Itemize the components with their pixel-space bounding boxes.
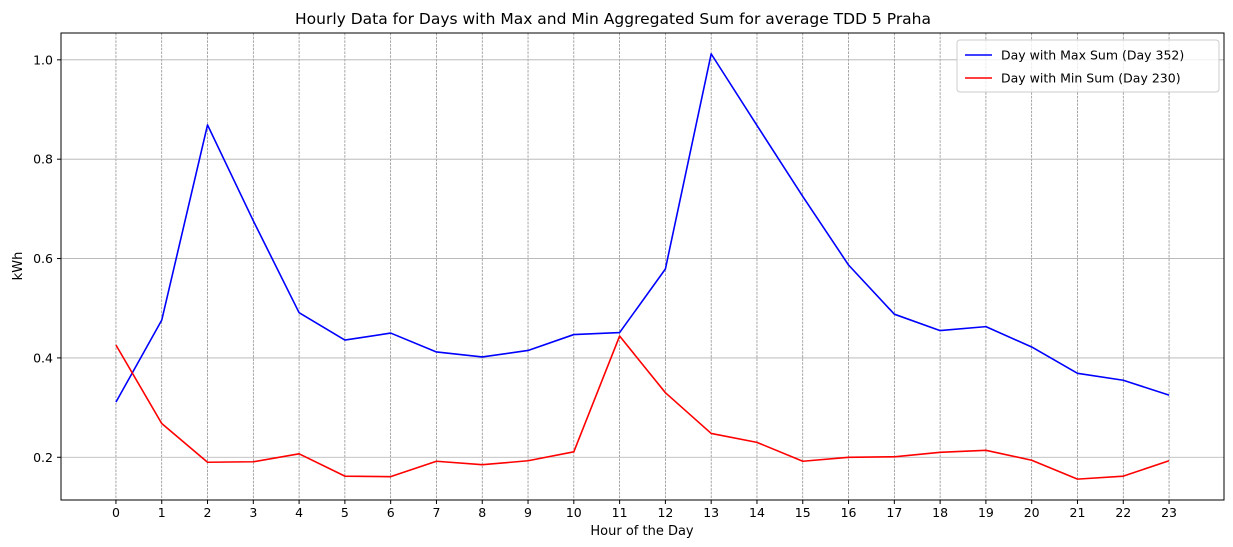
x-tick-label: 3 [249, 505, 257, 520]
grid [61, 33, 1224, 500]
x-tick-label: 12 [657, 505, 673, 520]
x-tick-label: 20 [1024, 505, 1040, 520]
y-tick-label: 1.0 [33, 52, 53, 67]
y-tick-label: 0.2 [33, 450, 53, 465]
x-tick-label: 23 [1161, 505, 1177, 520]
x-tick-label: 8 [478, 505, 486, 520]
series-line-max [115, 53, 1170, 403]
x-tick-label: 5 [341, 505, 349, 520]
y-axis: 0.2 0.4 0.6 0.8 1.0 [33, 52, 61, 465]
y-axis-label: kWh [11, 252, 26, 281]
x-tick-label: 19 [978, 505, 994, 520]
x-tick-label: 0 [112, 505, 120, 520]
x-tick-label: 16 [841, 505, 857, 520]
legend-label-min: Day with Min Sum (Day 230) [1001, 71, 1181, 86]
x-tick-label: 11 [612, 505, 628, 520]
x-axis: 0 1 2 3 4 5 6 7 8 9 10 11 12 13 14 15 16 17 18 19 20 21 22 23 [112, 500, 1177, 520]
legend: Day with Max Sum (Day 352) Day with Min … [956, 39, 1220, 93]
x-tick-label: 22 [1115, 505, 1131, 520]
x-tick-label: 1 [158, 505, 166, 520]
legend-box [956, 39, 1220, 93]
x-tick-label: 10 [566, 505, 582, 520]
y-tick-label: 0.6 [33, 251, 53, 266]
series-group [115, 53, 1170, 480]
legend-label-max: Day with Max Sum (Day 352) [1001, 48, 1184, 63]
x-tick-label: 14 [749, 505, 765, 520]
x-tick-label: 2 [204, 505, 212, 520]
y-tick-label: 0.8 [33, 152, 53, 167]
x-tick-label: 21 [1070, 505, 1086, 520]
x-tick-label: 13 [703, 505, 719, 520]
x-axis-label: Hour of the Day [590, 524, 694, 539]
x-tick-label: 9 [524, 505, 532, 520]
x-tick-label: 6 [387, 505, 395, 520]
x-tick-label: 7 [432, 505, 440, 520]
chart-title: Hourly Data for Days with Max and Min Ag… [295, 10, 931, 28]
x-tick-label: 4 [295, 505, 303, 520]
series-line-min [115, 335, 1170, 480]
x-tick-label: 18 [932, 505, 948, 520]
x-tick-label: 17 [886, 505, 902, 520]
y-tick-label: 0.4 [33, 350, 53, 365]
plot-frame [60, 32, 1225, 501]
x-tick-label: 15 [795, 505, 811, 520]
